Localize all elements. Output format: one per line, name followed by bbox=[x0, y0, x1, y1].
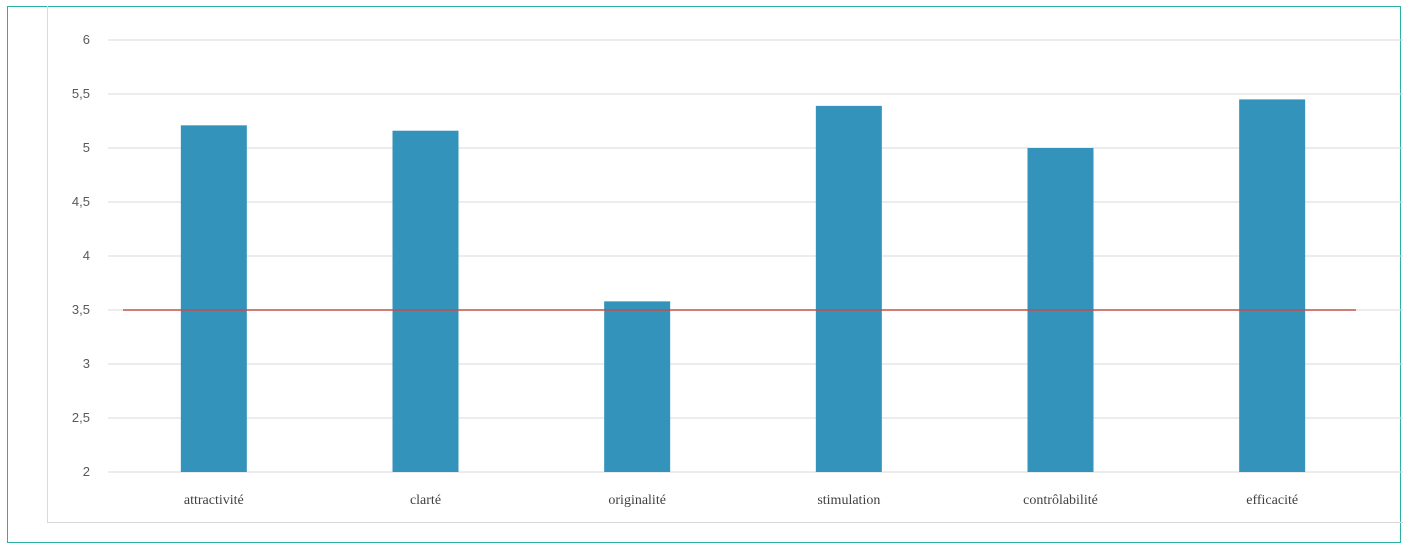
bars bbox=[180, 99, 1306, 473]
bar-2 bbox=[604, 301, 671, 472]
y-tick-label: 5 bbox=[83, 140, 90, 155]
x-category-label: efficacité bbox=[1246, 493, 1298, 508]
bar-5 bbox=[1239, 99, 1306, 473]
x-category-label: stimulation bbox=[817, 493, 880, 508]
y-tick-label: 3 bbox=[83, 356, 90, 371]
bar-0 bbox=[180, 125, 247, 472]
x-axis-labels: attractivité clarté originalité stimulation… bbox=[184, 493, 1298, 508]
y-tick-label: 4 bbox=[83, 248, 90, 263]
x-category-label: contrôlabilité bbox=[1023, 493, 1098, 508]
y-tick-label: 6 bbox=[83, 32, 90, 47]
y-tick-label: 4,5 bbox=[72, 194, 90, 209]
y-axis-ticks: 2 2,5 3 3,5 4 4,5 5 5,5 6 bbox=[72, 32, 90, 479]
x-category-label: attractivité bbox=[184, 493, 244, 508]
x-category-label: clarté bbox=[410, 493, 441, 508]
y-tick-label: 5,5 bbox=[72, 86, 90, 101]
y-tick-label: 3,5 bbox=[72, 302, 90, 317]
gridlines bbox=[108, 39, 1403, 473]
bar-1 bbox=[392, 130, 459, 472]
y-tick-label: 2 bbox=[83, 464, 90, 479]
y-tick-label: 2,5 bbox=[72, 410, 90, 425]
bar-3 bbox=[815, 105, 882, 472]
plot-area-frame bbox=[47, 6, 1403, 523]
x-category-label: originalité bbox=[608, 493, 666, 508]
